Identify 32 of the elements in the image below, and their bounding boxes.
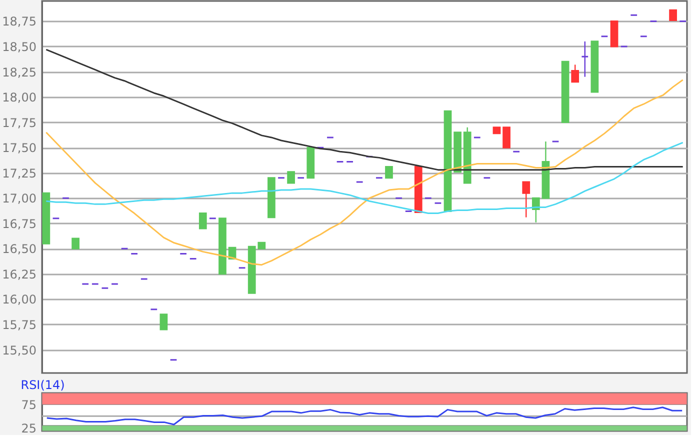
y-tick-label: 17,25 — [2, 166, 36, 180]
candlestick — [580, 40, 589, 78]
candlestick — [522, 181, 530, 218]
candlestick — [571, 64, 580, 83]
y-tick-label: 18,50 — [2, 40, 36, 54]
chart-title: RSI(14) — [20, 378, 65, 392]
y-tick-label: 17,75 — [2, 116, 36, 130]
y-tick-label: 18,25 — [2, 65, 36, 80]
candlestick — [532, 197, 540, 223]
candlestick — [669, 9, 677, 21]
y-tick-label: 25 — [21, 421, 36, 436]
candlestick — [160, 314, 168, 330]
y-tick-label: 17,00 — [2, 192, 36, 206]
candlestick — [198, 212, 207, 230]
line-series — [45, 79, 684, 266]
y-tick-label: 16,50 — [2, 242, 36, 256]
y-tick-label: 16,75 — [2, 216, 36, 231]
y-tick-label: 15,75 — [2, 318, 36, 332]
y-tick-label: 15,50 — [2, 343, 36, 358]
y-tick-label: 16,00 — [2, 292, 36, 307]
line-series — [45, 142, 684, 214]
candlestick — [287, 171, 295, 184]
line-series — [45, 48, 684, 171]
y-tick-label: 18,75 — [2, 14, 36, 29]
y-tick-label: 18,00 — [2, 90, 36, 105]
candlestick — [72, 238, 80, 250]
y-tick-label: 16,25 — [2, 267, 36, 282]
candlestick — [502, 126, 510, 148]
candlestick — [385, 166, 393, 179]
y-tick-label: 75 — [21, 398, 36, 412]
line-series — [46, 406, 683, 426]
y-tick-label: 17,50 — [2, 141, 36, 156]
